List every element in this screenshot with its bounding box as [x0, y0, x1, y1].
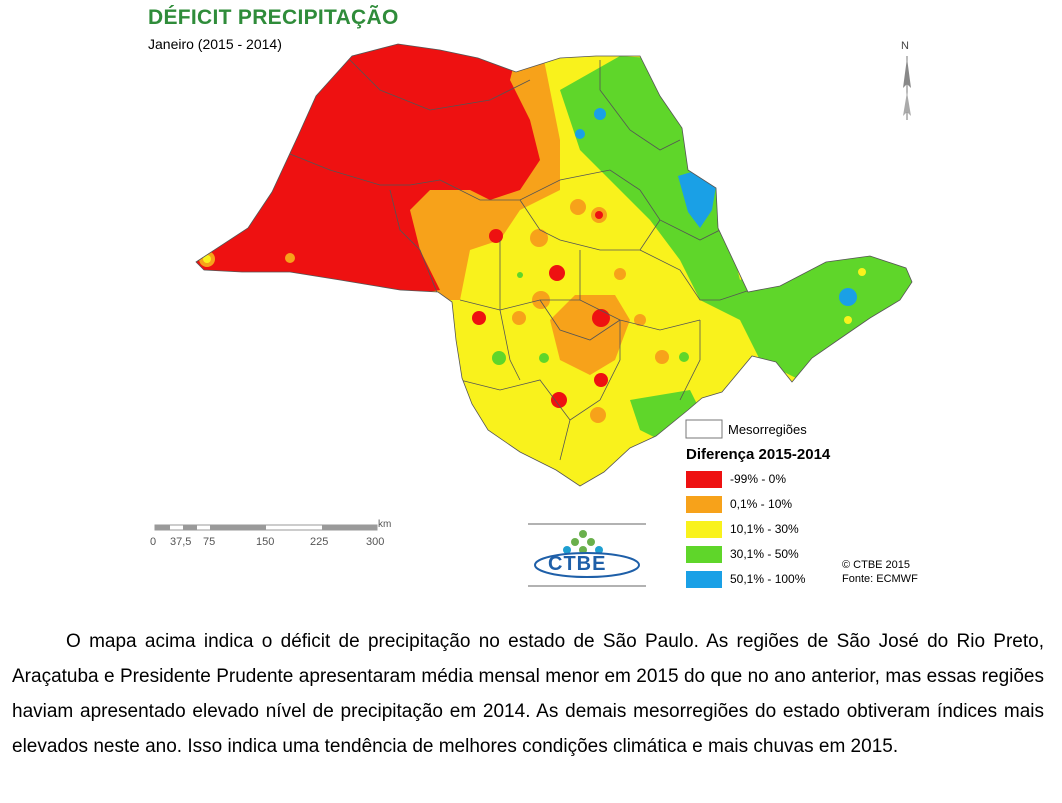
mesoregion-boundaries [279, 59, 751, 461]
legend-label: 10,1% - 30% [730, 522, 799, 536]
boundary-line [679, 320, 701, 401]
zone-green-east [560, 56, 912, 380]
zone-red-spot [549, 265, 565, 281]
legend-boundary-label: Mesorregiões [728, 422, 807, 437]
legend-label: 50,1% - 100% [730, 572, 806, 586]
zone-blue-spot [594, 108, 606, 120]
boundary-line [639, 249, 751, 301]
boundary-line [349, 59, 531, 111]
legend-swatch [686, 546, 722, 563]
zone-green-spot [679, 352, 689, 362]
boundary-line [519, 199, 661, 251]
ctbe-logo [528, 523, 646, 587]
zone-orange-spot [634, 314, 646, 326]
legend-swatch [686, 571, 722, 588]
zone-orange-spot [530, 229, 548, 247]
boundary-line [559, 320, 621, 461]
boundary-line [459, 299, 580, 311]
zone-orange-spot [590, 407, 606, 423]
scale-bar [154, 524, 378, 531]
logo-text: CTBE [548, 553, 607, 575]
scale-tick: 150 [256, 536, 275, 548]
description-paragraph: O mapa acima indica o déficit de precipi… [12, 631, 1044, 757]
boundary-line [639, 189, 721, 241]
zone-blue-coast [678, 170, 716, 228]
zone-red-spot [489, 229, 503, 243]
sao-paulo-map [196, 44, 912, 486]
legend-boundary-swatch [685, 419, 723, 439]
zone-orange-spot [655, 350, 669, 364]
state-outline [195, 43, 913, 487]
legend-title: Diferença 2015-2014 [686, 446, 831, 463]
legend-label: 30,1% - 50% [730, 547, 799, 561]
credit-copyright: © CTBE 2015 [842, 559, 911, 571]
zone-yellow-spot [203, 255, 211, 263]
legend-swatch [686, 496, 722, 513]
zone-red-spot [551, 392, 567, 408]
zone-red-spot [595, 211, 603, 219]
north-label: N [901, 40, 909, 52]
scale-tick: 300 [366, 536, 385, 548]
boundary-line [279, 149, 441, 186]
credit: © CTBE 2015 Fonte: ECMWF [842, 558, 918, 586]
scale-tick: 75 [203, 536, 216, 548]
credit-source: Fonte: ECMWF [842, 573, 918, 585]
zone-green-spot [517, 272, 523, 278]
boundary-line [599, 60, 681, 151]
zone-orange-spot [614, 268, 626, 280]
boundary-line [389, 189, 441, 301]
scale-tick: 37,5 [170, 536, 192, 548]
zone-red-spot [592, 309, 610, 327]
zone-yellow-spot [844, 316, 852, 324]
scale-tick: 0 [150, 536, 157, 548]
zone-red-spot [472, 311, 486, 325]
legend-swatch [686, 471, 722, 488]
zone-orange-spot [285, 253, 295, 263]
boundary-line [499, 240, 521, 381]
north-arrow-icon [903, 56, 911, 120]
zone-blue-spot [575, 129, 585, 139]
zone-orange-spot [512, 311, 526, 325]
boundary-line [459, 379, 571, 421]
boundary-line [439, 169, 641, 201]
map-canvas [154, 43, 913, 587]
legend-label: -99% - 0% [730, 472, 787, 486]
legend-swatch [686, 521, 722, 538]
zone-red-spot [594, 373, 608, 387]
zone-green-spot [492, 351, 506, 365]
zone-blue-spot [839, 288, 857, 306]
boundary-line [539, 299, 621, 341]
map-subtitle: Janeiro (2015 - 2014) [148, 36, 282, 52]
zone-yellow-spot [858, 268, 866, 276]
zone-orange-spot [570, 199, 586, 215]
zone-green-spot [539, 353, 549, 363]
scale-unit: km [378, 519, 392, 530]
scale-tick: 225 [310, 536, 329, 548]
zone-green-south [630, 390, 700, 440]
map-title: DÉFICIT PRECIPITAÇÃO [148, 6, 399, 29]
legend-label: 0,1% - 10% [730, 497, 793, 511]
